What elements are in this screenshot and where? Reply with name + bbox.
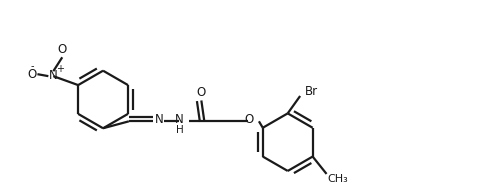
Text: N: N bbox=[155, 113, 164, 126]
Text: O: O bbox=[57, 43, 67, 56]
Text: -: - bbox=[31, 61, 34, 71]
Text: O: O bbox=[245, 113, 253, 126]
Text: Br: Br bbox=[304, 84, 318, 98]
Text: N: N bbox=[48, 69, 57, 82]
Text: CH₃: CH₃ bbox=[327, 174, 348, 184]
Text: O: O bbox=[197, 86, 206, 99]
Text: H: H bbox=[176, 125, 184, 135]
Text: +: + bbox=[56, 64, 64, 74]
Text: N: N bbox=[175, 113, 184, 126]
Text: O: O bbox=[27, 68, 36, 81]
